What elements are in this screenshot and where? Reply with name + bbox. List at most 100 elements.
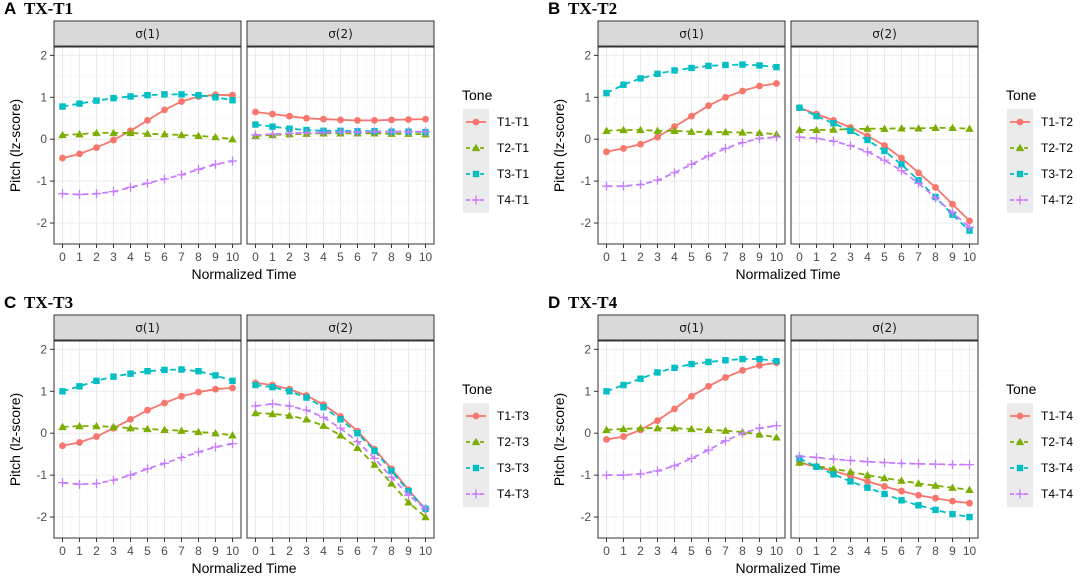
data-point bbox=[59, 388, 66, 395]
data-point bbox=[772, 132, 781, 142]
data-point bbox=[92, 479, 101, 489]
data-point bbox=[965, 222, 974, 232]
data-point bbox=[915, 491, 922, 499]
data-point bbox=[897, 166, 906, 176]
data-point bbox=[898, 487, 905, 495]
data-point bbox=[143, 464, 152, 474]
legend-item: T2-T2 bbox=[1007, 135, 1073, 161]
data-point bbox=[178, 91, 185, 98]
data-point bbox=[252, 121, 259, 128]
y-tick-label: 0 bbox=[584, 426, 591, 440]
x-tick-label: 10 bbox=[770, 544, 784, 558]
x-tick-label: 1 bbox=[76, 544, 83, 558]
facet-strip bbox=[597, 20, 786, 47]
data-point bbox=[177, 426, 186, 434]
data-point bbox=[654, 417, 661, 425]
data-point bbox=[93, 433, 100, 440]
data-point bbox=[126, 470, 135, 480]
x-tick-label: 7 bbox=[722, 250, 729, 264]
legend-item: T2-T4 bbox=[1007, 429, 1073, 455]
data-point bbox=[812, 125, 821, 134]
data-point bbox=[881, 483, 888, 490]
facet-strip bbox=[246, 314, 435, 341]
data-point bbox=[705, 62, 712, 70]
facet-label: σ(1) bbox=[135, 27, 160, 41]
x-tick-label: 5 bbox=[337, 250, 344, 264]
data-point bbox=[812, 453, 821, 463]
data-point bbox=[949, 200, 956, 208]
data-point bbox=[948, 483, 957, 491]
x-tick-label: 6 bbox=[898, 544, 905, 558]
data-point bbox=[688, 392, 695, 400]
x-tick-label: 1 bbox=[620, 250, 627, 264]
data-point bbox=[619, 125, 628, 134]
data-point bbox=[211, 429, 220, 437]
data-point bbox=[370, 127, 379, 137]
data-point bbox=[229, 97, 236, 104]
legend-key-marker bbox=[1016, 118, 1024, 126]
data-point bbox=[144, 406, 151, 414]
data-point bbox=[285, 401, 294, 411]
data-point bbox=[795, 132, 804, 142]
data-point bbox=[211, 442, 220, 452]
data-point bbox=[93, 144, 100, 151]
data-point bbox=[948, 208, 957, 218]
series-t4-t3 bbox=[58, 439, 237, 489]
facet-label: σ(2) bbox=[872, 321, 897, 335]
data-point bbox=[670, 461, 679, 471]
x-tick-label: 1 bbox=[269, 250, 276, 264]
facet-2: σ(2) 0 1 2 3 4 5 6 7 8 9 10 bbox=[246, 314, 435, 558]
data-point bbox=[602, 470, 611, 480]
data-point bbox=[864, 478, 871, 485]
data-point bbox=[948, 123, 957, 132]
data-point bbox=[932, 506, 939, 514]
x-tick-label: 7 bbox=[178, 544, 185, 558]
legend-label: T1-T3 bbox=[497, 409, 529, 423]
legend-key-marker bbox=[472, 464, 480, 472]
data-point bbox=[110, 373, 117, 380]
x-tick-label: 9 bbox=[949, 250, 956, 264]
data-point bbox=[75, 479, 84, 489]
data-point bbox=[705, 382, 712, 390]
data-point bbox=[739, 355, 746, 363]
data-point bbox=[965, 124, 974, 132]
legend-title: Tone bbox=[1006, 87, 1037, 103]
data-point bbox=[268, 399, 277, 409]
data-point bbox=[915, 502, 922, 509]
data-point bbox=[637, 140, 644, 148]
facet-label: σ(2) bbox=[872, 27, 897, 41]
data-point bbox=[228, 439, 237, 449]
data-point bbox=[847, 478, 854, 485]
x-tick-label: 6 bbox=[705, 250, 712, 264]
legend-key-marker bbox=[471, 143, 481, 152]
data-point bbox=[654, 369, 661, 376]
data-point bbox=[914, 479, 923, 487]
x-tick-label: 5 bbox=[881, 544, 888, 558]
data-point bbox=[671, 364, 678, 372]
data-point bbox=[755, 430, 764, 438]
x-tick-label: 6 bbox=[354, 250, 361, 264]
x-tick-label: 4 bbox=[671, 544, 678, 558]
x-tick-label: 8 bbox=[932, 250, 939, 264]
legend-item: T1-T2 bbox=[1007, 109, 1073, 135]
data-point bbox=[654, 70, 661, 78]
data-point bbox=[228, 431, 237, 439]
legend-key-marker bbox=[471, 195, 481, 205]
data-point bbox=[126, 182, 135, 192]
x-tick-label: 3 bbox=[303, 544, 310, 558]
data-point bbox=[637, 75, 644, 82]
x-tick-label: 3 bbox=[654, 250, 661, 264]
data-point bbox=[58, 189, 67, 199]
legend-title: Tone bbox=[462, 381, 493, 397]
x-tick-label: 1 bbox=[620, 544, 627, 558]
data-point bbox=[75, 190, 84, 200]
y-tick-label: 2 bbox=[584, 342, 591, 356]
legend-label: T1-T1 bbox=[497, 115, 529, 129]
facet-strip bbox=[790, 314, 979, 341]
x-tick-label: 3 bbox=[110, 250, 117, 264]
data-point bbox=[161, 399, 168, 407]
data-point bbox=[229, 91, 236, 99]
data-point bbox=[160, 458, 169, 468]
